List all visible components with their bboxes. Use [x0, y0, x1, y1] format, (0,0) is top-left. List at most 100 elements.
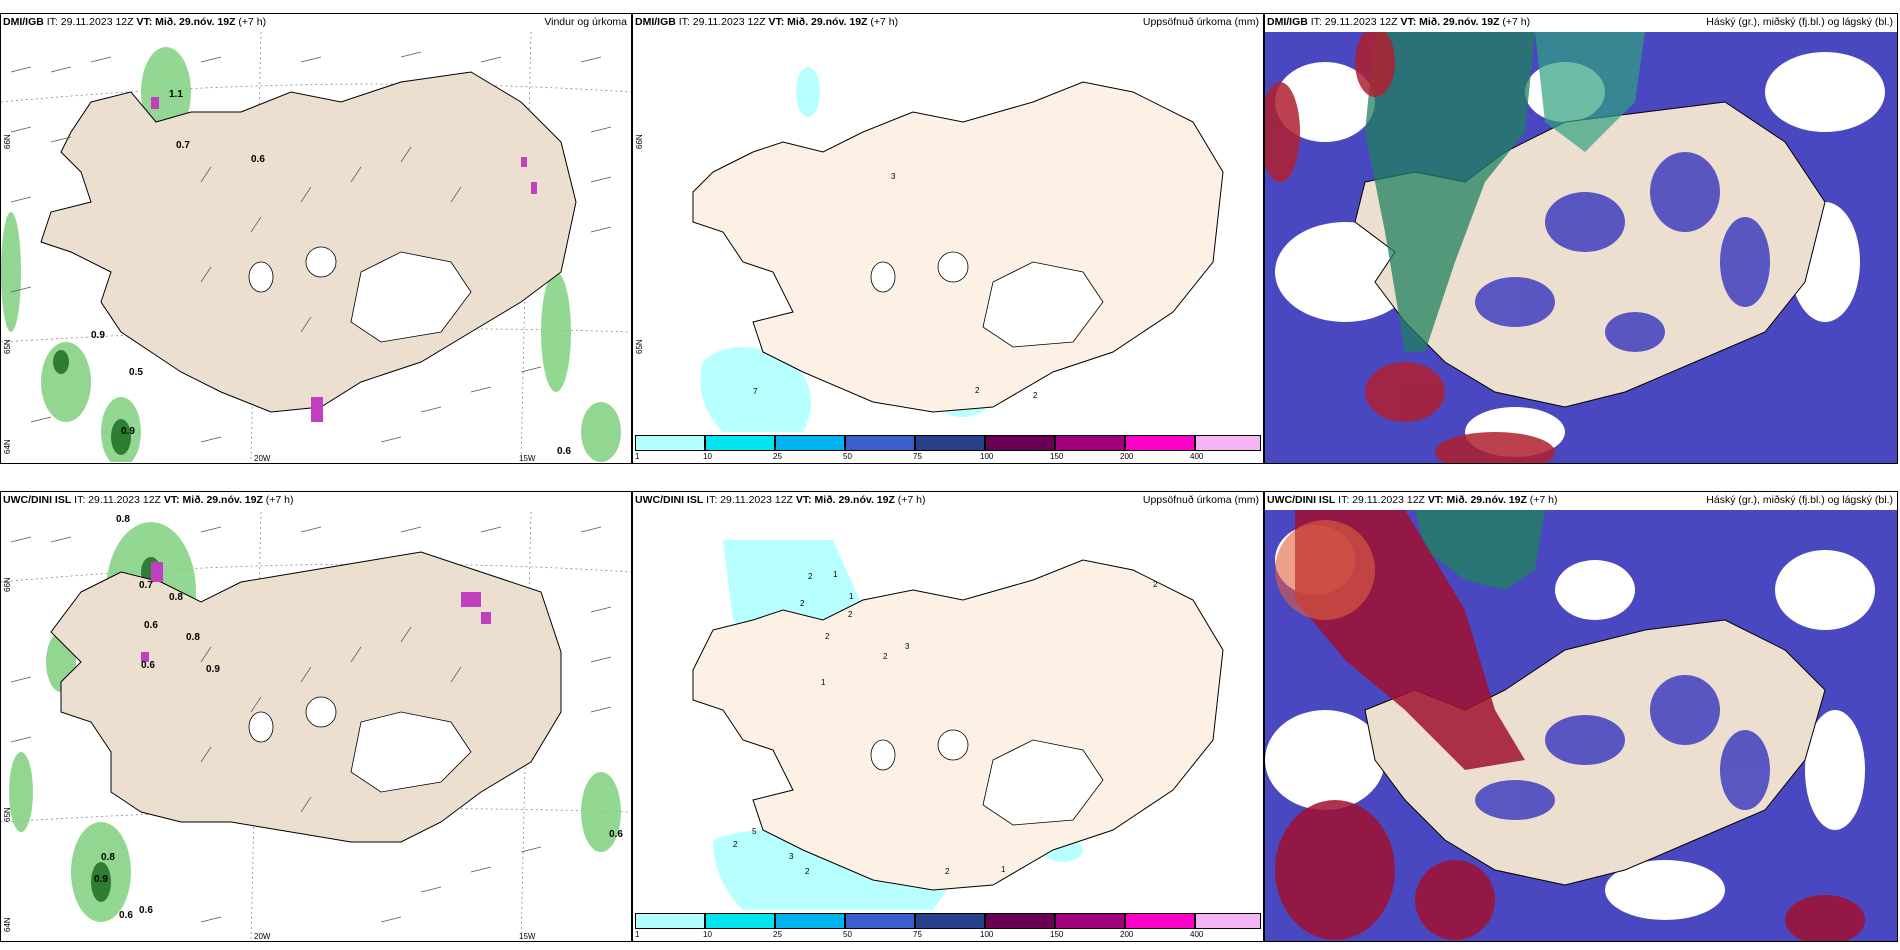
lon-tick-20: 20W [254, 454, 271, 463]
precip-label: 2 [975, 386, 980, 395]
lat-tick-66: 66N [635, 134, 644, 149]
colorbar-label: 25 [773, 452, 782, 461]
colorbar-label: 400 [1190, 452, 1204, 461]
precip-label: 0.6 [144, 620, 158, 631]
colorbar-label: 200 [1120, 452, 1134, 461]
precip-colorbar: 1 10 25 50 75 100 150 200 400 [635, 435, 1261, 461]
precip-label: 0.6 [557, 446, 571, 457]
precip-label: 0.9 [206, 664, 220, 675]
panel-title: Vindur og úrkoma [544, 16, 627, 28]
precip-label: 0.9 [91, 330, 105, 341]
precip-label: 2 [805, 867, 810, 876]
lat-tick-65: 65N [3, 339, 12, 354]
precip-label: 0.6 [119, 910, 133, 921]
precip-label: 0.8 [169, 592, 183, 603]
precip-label: 0.8 [186, 632, 200, 643]
colorbar-label: 150 [1050, 930, 1064, 939]
precip-label: 1 [821, 678, 826, 687]
lat-tick-66: 66N [3, 134, 12, 149]
colorbar-label: 75 [913, 452, 922, 461]
colorbar-swatch [635, 435, 705, 451]
colorbar-swatch [985, 435, 1055, 451]
colorbar-label: 50 [843, 930, 852, 939]
colorbar-label: 200 [1120, 930, 1134, 939]
colorbar-swatch [1055, 913, 1125, 929]
colorbar-swatch [915, 435, 985, 451]
precip-label: 7 [753, 387, 758, 396]
precip-label: 0.9 [121, 426, 135, 437]
precip-label: 2 [848, 610, 853, 619]
colorbar-label: 1 [635, 452, 640, 461]
lat-tick-64: 64N [3, 439, 12, 454]
precip-label: 1 [833, 570, 838, 579]
wind-precip-map [1, 512, 631, 941]
precip-label: 2 [825, 632, 830, 641]
panel-header: UWC/DINI ISL IT: 29.11.2023 12Z VT: Mið.… [1267, 494, 1893, 510]
lat-tick-64: 64N [3, 917, 12, 932]
lat-tick-65: 65N [635, 339, 644, 354]
precip-label: 0.5 [129, 367, 143, 378]
colorbar-swatch [775, 435, 845, 451]
accum-precip-map [633, 32, 1263, 432]
precip-label: 0.6 [141, 660, 155, 671]
panel-header: UWC/DINI ISL IT: 29.11.2023 12Z VT: Mið.… [635, 494, 1259, 510]
panel-clouds-dmi: DMI/IGB IT: 29.11.2023 12Z VT: Mið. 29.n… [1264, 13, 1898, 464]
precip-label: 0.9 [94, 874, 108, 885]
panel-title: Uppsöfnuð úrkoma (mm) [1142, 494, 1259, 506]
colorbar-swatch [845, 435, 915, 451]
lon-tick-15: 15W [519, 932, 536, 941]
lat-tick-65: 65N [3, 807, 12, 822]
precip-label: 2 [800, 599, 805, 608]
colorbar-swatch [915, 913, 985, 929]
precip-label: 2 [1153, 580, 1158, 589]
precip-label: 2 [1033, 391, 1038, 400]
lon-tick-20: 20W [254, 932, 271, 941]
precip-label: 3 [789, 852, 794, 861]
precip-label: 0.7 [139, 580, 153, 591]
lat-tick-66: 66N [3, 577, 12, 592]
panel-header: DMI/IGB IT: 29.11.2023 12Z VT: Mið. 29.n… [1267, 16, 1893, 32]
precip-label: 0.7 [176, 140, 190, 151]
colorbar-swatch [705, 435, 775, 451]
precip-label: 2 [733, 840, 738, 849]
colorbar-label: 75 [913, 930, 922, 939]
accum-precip-map [633, 510, 1263, 910]
colorbar-label: 25 [773, 930, 782, 939]
panel-accum-precip-uwc: UWC/DINI ISL IT: 29.11.2023 12Z VT: Mið.… [632, 491, 1264, 942]
colorbar-swatch [1055, 435, 1125, 451]
colorbar-swatch [985, 913, 1055, 929]
colorbar-swatch [635, 913, 705, 929]
clouds-map [1265, 32, 1897, 463]
colorbar-swatch [1125, 435, 1195, 451]
precip-label: 1 [849, 592, 854, 601]
panel-wind-precip-dmi: DMI/IGB IT: 29.11.2023 12Z VT: Mið. 29.n… [0, 13, 632, 464]
lon-tick-15: 15W [519, 454, 536, 463]
precip-label: 0.8 [101, 852, 115, 863]
precip-label: 0.8 [116, 514, 130, 525]
colorbar-swatch [1195, 435, 1261, 451]
precip-label: 0.6 [139, 905, 153, 916]
precip-label: 3 [905, 642, 910, 651]
colorbar-label: 10 [703, 452, 712, 461]
precip-label: 2 [883, 652, 888, 661]
panel-accum-precip-dmi: DMI/IGB IT: 29.11.2023 12Z VT: Mið. 29.n… [632, 13, 1264, 464]
colorbar-label: 50 [843, 452, 852, 461]
panel-title: Uppsöfnuð úrkoma (mm) [1142, 16, 1259, 28]
precip-label: 5 [752, 827, 757, 836]
precip-label: 0.6 [609, 829, 623, 840]
colorbar-label: 10 [703, 930, 712, 939]
colorbar-swatch [845, 913, 915, 929]
panel-title: Háský (gr.), miðský (fj.bl.) og lágský (… [1706, 494, 1893, 506]
colorbar-swatch [775, 913, 845, 929]
colorbar-label: 400 [1190, 930, 1204, 939]
clouds-map [1265, 510, 1897, 941]
precip-label: 1.1 [169, 89, 183, 100]
colorbar-swatch [1195, 913, 1261, 929]
colorbar-swatch [705, 913, 775, 929]
precip-label: 2 [808, 572, 813, 581]
colorbar-label: 100 [980, 930, 994, 939]
wind-precip-map [1, 32, 631, 462]
panel-header: UWC/DINI ISL IT: 29.11.2023 12Z VT: Mið.… [3, 494, 294, 506]
precip-label: 0.6 [251, 154, 265, 165]
colorbar-swatch [1125, 913, 1195, 929]
